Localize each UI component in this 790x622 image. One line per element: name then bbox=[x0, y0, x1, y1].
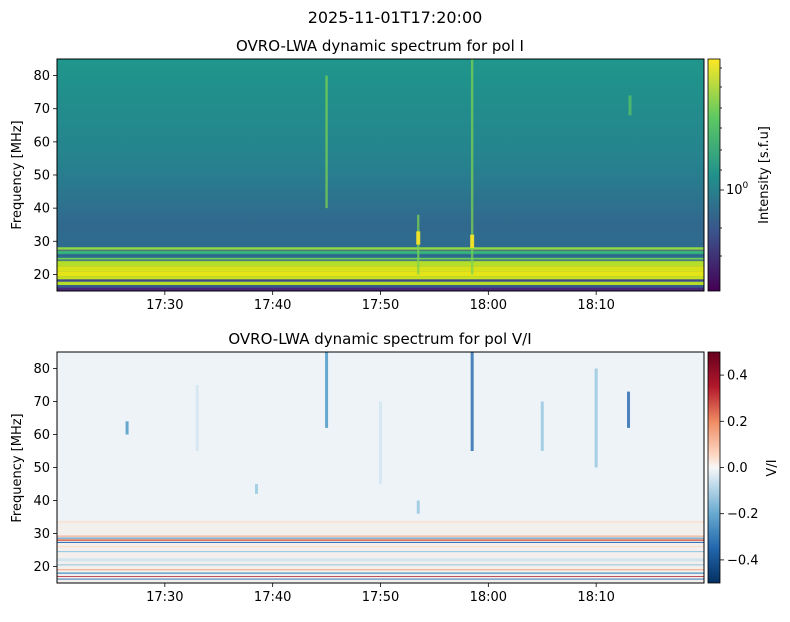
pol-vi-x-tick-label: 17:50 bbox=[362, 590, 399, 605]
pol-vi-colorbar-tick-label: −0.2 bbox=[727, 507, 759, 522]
pol-vi-streak bbox=[627, 391, 631, 428]
pol-i-x-ticks: 17:30 17:40 17:50 18:00 18:10 bbox=[146, 291, 615, 313]
pol-vi-colorbar-tick-label: 0.2 bbox=[727, 415, 748, 430]
panel-pol-i: OVRO-LWA dynamic spectrum for pol I 20 30… bbox=[10, 37, 772, 313]
pol-vi-colorbar-tick-label: −0.4 bbox=[727, 553, 759, 568]
pol-i-burst-core bbox=[470, 234, 475, 248]
pol-vi-y-tick-label: 80 bbox=[33, 362, 50, 377]
pol-i-y-label: Frequency [MHz] bbox=[10, 120, 25, 229]
pol-vi-y-label: Frequency [MHz] bbox=[10, 413, 25, 522]
panel-pol-i-title: OVRO-LWA dynamic spectrum for pol I bbox=[236, 37, 524, 55]
pol-vi-colorbar-ticks: 0.4 0.2 0.0 −0.2 −0.4 bbox=[720, 369, 759, 568]
pol-vi-colorbar-label: V/I bbox=[765, 459, 780, 476]
pol-i-burst-patch bbox=[628, 95, 632, 116]
pol-vi-streaks bbox=[125, 352, 631, 514]
pol-i-band bbox=[57, 247, 704, 252]
pol-vi-x-ticks: 17:30 17:40 17:50 18:00 18:10 bbox=[146, 583, 615, 605]
pol-i-band bbox=[57, 266, 704, 272]
pol-i-y-ticks: 20 30 40 50 60 70 80 bbox=[33, 69, 57, 283]
pol-vi-streak bbox=[470, 352, 474, 451]
pol-vi-streak bbox=[195, 385, 199, 451]
pol-vi-colorbar-tick-label: 0.0 bbox=[727, 461, 748, 476]
pol-i-x-tick-label: 17:30 bbox=[146, 298, 183, 313]
pol-vi-colorbar bbox=[707, 351, 721, 584]
pol-i-band bbox=[57, 279, 704, 282]
pol-i-y-tick-label: 40 bbox=[33, 202, 50, 217]
pol-i-x-tick-label: 17:50 bbox=[362, 298, 399, 313]
pol-vi-streak bbox=[125, 421, 129, 435]
pol-vi-x-tick-label: 17:30 bbox=[146, 590, 183, 605]
pol-vi-y-tick-label: 40 bbox=[33, 494, 50, 509]
pol-i-bands bbox=[57, 231, 704, 291]
pol-i-y-tick-label: 50 bbox=[33, 169, 50, 184]
pol-i-x-tick-label: 17:40 bbox=[254, 298, 291, 313]
pol-i-y-tick-label: 20 bbox=[33, 268, 50, 283]
pol-vi-streak bbox=[540, 401, 544, 451]
pol-i-band bbox=[57, 276, 704, 280]
pol-i-x-tick-label: 18:00 bbox=[470, 298, 507, 313]
pol-i-y-tick-label: 30 bbox=[33, 235, 50, 250]
pol-vi-streak bbox=[325, 352, 329, 428]
panel-pol-vi: OVRO-LWA dynamic spectrum for pol V/I 20… bbox=[10, 330, 780, 605]
pol-vi-y-tick-label: 70 bbox=[33, 395, 50, 410]
pol-vi-x-tick-label: 18:00 bbox=[470, 590, 507, 605]
pol-i-band bbox=[57, 271, 704, 277]
pol-i-burst bbox=[470, 59, 474, 275]
pol-vi-bands bbox=[57, 520, 704, 583]
pol-i-x-tick-label: 18:10 bbox=[577, 298, 614, 313]
pol-i-band bbox=[57, 285, 704, 288]
pol-i-band bbox=[57, 257, 704, 262]
pol-i-burst-core bbox=[416, 231, 421, 245]
pol-i-band bbox=[57, 251, 704, 254]
pol-i-y-tick-label: 60 bbox=[33, 135, 50, 150]
pol-vi-y-tick-label: 30 bbox=[33, 527, 50, 542]
pol-i-y-tick-label: 70 bbox=[33, 102, 50, 117]
pol-i-colorbar-minor-ticks bbox=[720, 67, 722, 257]
pol-i-bursts bbox=[325, 59, 632, 275]
pol-vi-y-tick-label: 50 bbox=[33, 461, 50, 476]
pol-i-band bbox=[57, 261, 704, 267]
pol-vi-y-tick-label: 60 bbox=[33, 428, 50, 443]
figure-title: 2025-11-01T17:20:00 bbox=[308, 8, 483, 27]
panel-pol-vi-title: OVRO-LWA dynamic spectrum for pol V/I bbox=[228, 330, 531, 348]
pol-vi-streak bbox=[416, 500, 420, 514]
pol-vi-colorbar-tick-label: 0.4 bbox=[727, 369, 748, 384]
pol-i-band bbox=[57, 281, 704, 286]
pol-vi-x-tick-label: 17:40 bbox=[254, 590, 291, 605]
pol-i-band-low bbox=[57, 231, 704, 248]
pol-i-colorbar-label: Intensity [s.f.u] bbox=[757, 126, 772, 224]
pol-i-band bbox=[57, 287, 704, 291]
pol-i-burst bbox=[325, 75, 328, 209]
pol-vi-streak bbox=[379, 401, 382, 484]
pol-i-y-tick-label: 80 bbox=[33, 69, 50, 84]
pol-i-colorbar-tick-label: 100 bbox=[726, 181, 749, 198]
pol-vi-y-tick-label: 20 bbox=[33, 560, 50, 575]
pol-vi-streak bbox=[254, 484, 258, 494]
pol-vi-x-tick-label: 18:10 bbox=[577, 590, 614, 605]
pol-vi-y-ticks: 20 30 40 50 60 70 80 bbox=[33, 362, 57, 575]
pol-i-colorbar bbox=[707, 58, 721, 292]
pol-vi-streak bbox=[594, 368, 598, 468]
